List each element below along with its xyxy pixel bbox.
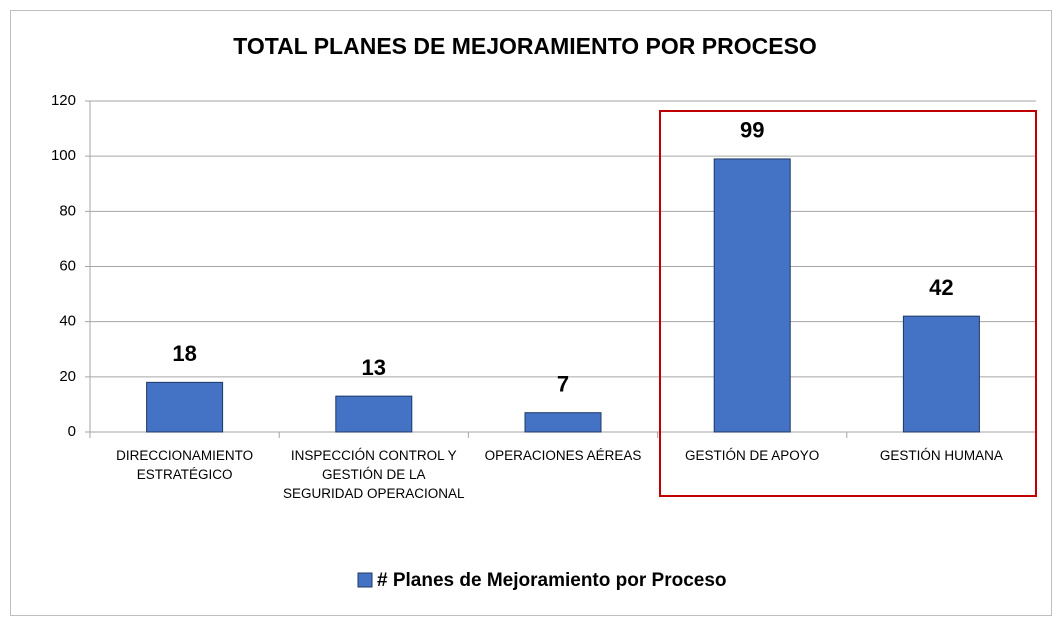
x-tick-label: OPERACIONES AÉREAS — [484, 448, 642, 463]
y-tick-label: 60 — [59, 257, 76, 274]
legend-label: # Planes de Mejoramiento por Proceso — [377, 570, 727, 591]
data-label: 13 — [362, 355, 386, 380]
data-label: 99 — [740, 118, 764, 143]
y-tick-label: 100 — [51, 147, 76, 164]
y-tick-label: 80 — [59, 202, 76, 219]
data-label: 7 — [557, 372, 569, 397]
data-label: 42 — [929, 275, 953, 300]
legend-swatch — [357, 572, 373, 588]
y-tick-label: 120 — [51, 92, 76, 109]
x-tick-label: INSPECCIÓN CONTROL Y GESTIÓN DE LA SEGUR… — [283, 448, 465, 501]
chart-title: TOTAL PLANES DE MEJORAMIENTO POR PROCESO — [233, 33, 817, 59]
y-tick-label: 40 — [59, 313, 76, 330]
bar — [335, 395, 413, 433]
x-tick-label: DIRECCIONAMIENTO ESTRATÉGICO — [116, 448, 254, 482]
y-tick-label: 0 — [68, 423, 76, 440]
y-tick-label: 20 — [59, 368, 76, 385]
bar — [146, 381, 224, 433]
bar — [713, 158, 791, 433]
x-tick-label: GESTIÓN DE APOYO — [685, 448, 820, 463]
data-label: 18 — [172, 341, 196, 366]
highlight-box — [659, 110, 1037, 497]
bar — [524, 412, 602, 433]
x-tick-label: GESTIÓN HUMANA — [879, 448, 1003, 463]
bar — [902, 315, 980, 433]
